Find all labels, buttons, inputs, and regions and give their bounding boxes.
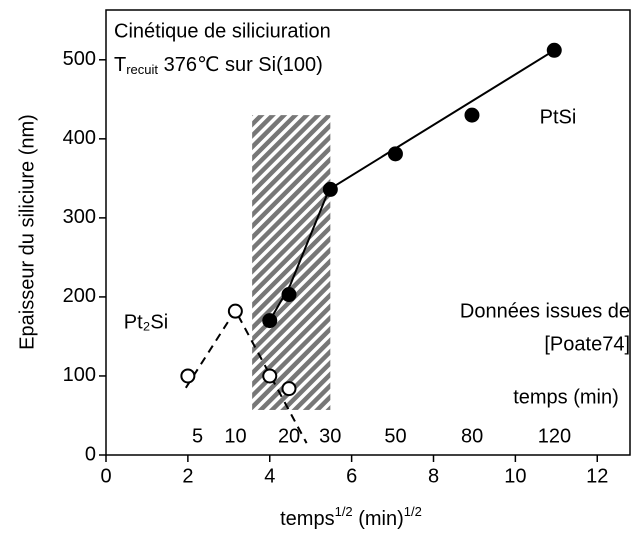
top-tick-label: 5 (192, 425, 203, 447)
x-tick-label: 10 (504, 465, 526, 487)
y-tick-label: 500 (63, 48, 96, 70)
chart-subtitle: Trecuit 376℃ sur Si(100) (114, 54, 323, 77)
fit-line (268, 49, 555, 322)
y-tick-label: 300 (63, 206, 96, 228)
data-point (281, 287, 297, 303)
x-tick-label: 12 (586, 465, 608, 487)
data-point (180, 368, 196, 384)
x-axis-label: temps1/2 (min)1/2 (280, 504, 422, 530)
top-tick-label: 120 (538, 425, 571, 447)
x-tick-label: 0 (100, 465, 111, 487)
data-point (464, 107, 480, 123)
top-tick-label: 80 (461, 425, 483, 447)
data-point (262, 313, 278, 329)
top-tick-label: 20 (278, 425, 300, 447)
data-point (281, 381, 297, 397)
top-axis-label: temps (min) (513, 386, 619, 408)
data-point (546, 42, 562, 58)
x-tick-label: 2 (182, 465, 193, 487)
y-axis-label: Epaisseur du siliciure (nm) (16, 114, 38, 350)
y-tick-label: 200 (63, 285, 96, 307)
top-tick-label: 30 (319, 425, 341, 447)
data-point (387, 146, 403, 162)
annotation: Données issues de (460, 300, 630, 322)
series-label: PtSi (540, 106, 577, 128)
top-tick-label: 10 (224, 425, 246, 447)
data-point (322, 181, 338, 197)
data-point (262, 368, 278, 384)
series-label: Pt₂Si (124, 311, 168, 333)
x-tick-label: 4 (264, 465, 275, 487)
y-tick-label: 400 (63, 127, 96, 149)
annotation: [Poate74] (544, 333, 630, 355)
plot-frame (105, 9, 631, 456)
chart-title: Cinétique de siliciuration (114, 20, 331, 42)
x-tick-label: 6 (346, 465, 357, 487)
y-tick-label: 0 (85, 443, 96, 465)
y-tick-label: 100 (63, 364, 96, 386)
top-tick-label: 50 (384, 425, 406, 447)
data-point (227, 303, 243, 319)
x-tick-label: 8 (428, 465, 439, 487)
shaded-region (252, 115, 331, 410)
